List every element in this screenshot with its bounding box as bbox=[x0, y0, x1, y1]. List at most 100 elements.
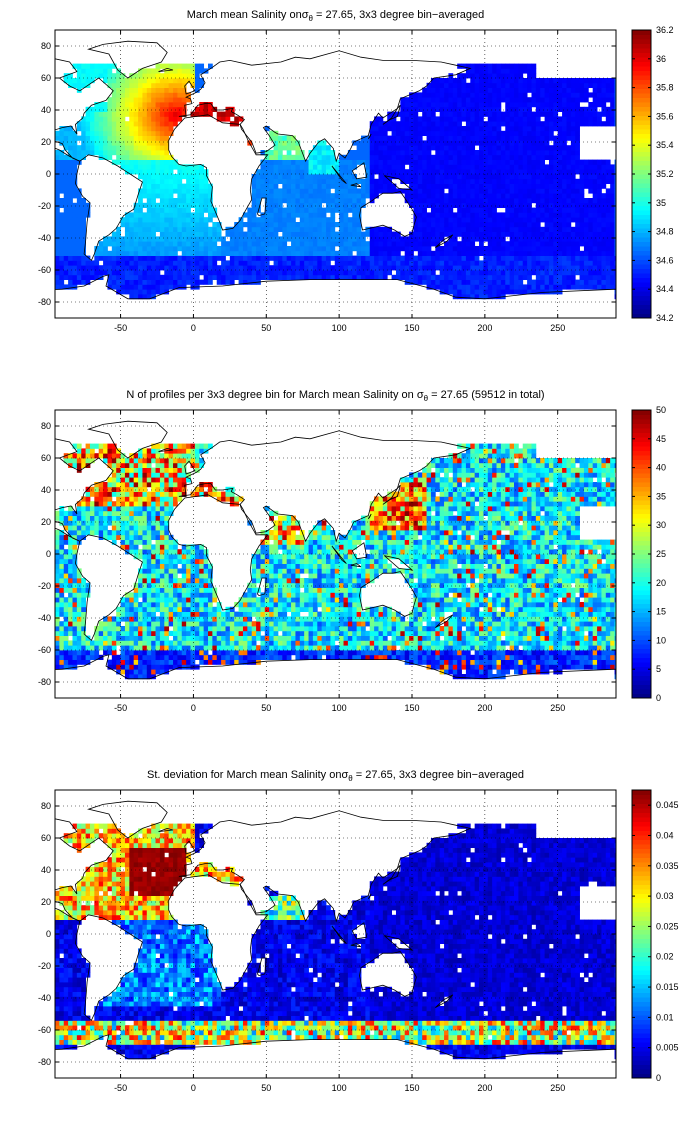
bin-cell bbox=[168, 664, 174, 670]
bin-cell bbox=[124, 674, 130, 680]
bin-cell bbox=[597, 270, 602, 276]
bin-cell bbox=[540, 130, 545, 136]
bin-cell bbox=[151, 274, 156, 280]
bin-cell bbox=[553, 664, 559, 670]
bin-cell bbox=[111, 78, 117, 84]
bin-cell bbox=[164, 654, 170, 660]
bin-cell bbox=[347, 150, 353, 156]
bin-cell bbox=[592, 121, 598, 127]
bin-cell bbox=[435, 217, 441, 223]
bin-cell bbox=[535, 193, 541, 199]
bin-cell bbox=[269, 164, 274, 170]
bin-cell bbox=[457, 154, 462, 160]
bin-cell bbox=[68, 279, 73, 285]
bin-cell bbox=[168, 102, 174, 108]
bin-cell bbox=[479, 150, 484, 156]
bin-cell bbox=[120, 246, 126, 252]
bin-cell bbox=[518, 255, 524, 261]
bin-cell bbox=[55, 274, 60, 280]
bin-cell bbox=[448, 178, 454, 184]
bin-cell bbox=[173, 659, 178, 665]
bin-cell bbox=[72, 174, 78, 180]
bin-cell bbox=[461, 255, 467, 261]
bin-cell bbox=[326, 207, 331, 213]
bin-cell bbox=[173, 121, 178, 127]
bin-cell bbox=[247, 226, 253, 232]
bin-cell bbox=[562, 217, 567, 223]
bin-cell bbox=[321, 174, 327, 180]
bin-cell bbox=[544, 279, 550, 285]
bin-cell bbox=[138, 150, 143, 156]
bin-cell bbox=[326, 217, 331, 223]
bin-cell bbox=[146, 164, 152, 170]
bin-cell bbox=[531, 178, 537, 184]
bin-cell bbox=[522, 207, 528, 213]
bin-cell bbox=[103, 68, 108, 74]
bin-cell bbox=[413, 154, 419, 160]
bin-cell bbox=[509, 82, 515, 88]
bin-cell bbox=[186, 255, 191, 261]
bin-cell bbox=[444, 169, 449, 175]
bin-cell bbox=[527, 145, 532, 151]
bin-cell bbox=[444, 193, 449, 199]
colorbar-step bbox=[632, 57, 651, 62]
bin-cell bbox=[610, 265, 615, 271]
bin-cell bbox=[146, 140, 152, 146]
bin-cell bbox=[566, 121, 572, 127]
bin-cell bbox=[282, 212, 288, 218]
bin-cell bbox=[264, 236, 270, 242]
bin-cell bbox=[330, 150, 336, 156]
bin-cell bbox=[98, 150, 104, 156]
bin-cell bbox=[89, 654, 95, 660]
bin-cell bbox=[553, 92, 559, 98]
bin-cell bbox=[400, 135, 406, 141]
bin-cell bbox=[299, 154, 305, 160]
bin-cell bbox=[242, 654, 248, 660]
bin-cell bbox=[614, 178, 616, 184]
bin-cell bbox=[312, 207, 318, 213]
bin-cell bbox=[312, 650, 318, 656]
bin-cell bbox=[107, 270, 113, 276]
bin-cell bbox=[356, 241, 362, 247]
bin-cell bbox=[448, 183, 454, 189]
bin-cell bbox=[59, 150, 65, 156]
bin-cell bbox=[98, 265, 104, 271]
bin-cell bbox=[505, 68, 511, 74]
bin-cell bbox=[531, 159, 537, 165]
bin-cell bbox=[465, 140, 471, 146]
bin-cell bbox=[535, 92, 541, 98]
bin-cell bbox=[155, 274, 161, 280]
bin-cell bbox=[282, 178, 288, 184]
bin-cell bbox=[120, 265, 126, 271]
bin-cell bbox=[85, 130, 91, 136]
bin-cell bbox=[592, 188, 598, 194]
bin-cell bbox=[465, 154, 471, 160]
bin-cell bbox=[400, 159, 406, 165]
colorbar-step bbox=[632, 138, 651, 143]
bin-cell bbox=[535, 188, 541, 194]
colorbar-step bbox=[632, 97, 651, 103]
bin-cell bbox=[382, 159, 388, 165]
bin-cell bbox=[566, 265, 572, 271]
bin-cell bbox=[544, 659, 550, 665]
bin-cell bbox=[260, 241, 266, 247]
bin-cell bbox=[291, 145, 296, 151]
bin-cell bbox=[273, 193, 279, 199]
bin-cell bbox=[203, 270, 209, 276]
bin-cell bbox=[146, 150, 152, 156]
bin-cell bbox=[107, 102, 113, 108]
bin-cell bbox=[387, 270, 392, 276]
bin-cell bbox=[216, 265, 222, 271]
bin-cell bbox=[120, 78, 126, 84]
bin-cell bbox=[273, 212, 279, 218]
bin-cell bbox=[85, 207, 91, 213]
bin-cell bbox=[592, 178, 598, 184]
bin-cell bbox=[81, 198, 86, 204]
bin-cell bbox=[142, 674, 148, 680]
bin-cell bbox=[544, 260, 550, 266]
bin-cell bbox=[575, 87, 580, 93]
colorbar-step bbox=[632, 124, 651, 130]
bin-cell bbox=[448, 241, 454, 247]
bin-cell bbox=[238, 654, 244, 660]
bin-cell bbox=[63, 226, 69, 232]
